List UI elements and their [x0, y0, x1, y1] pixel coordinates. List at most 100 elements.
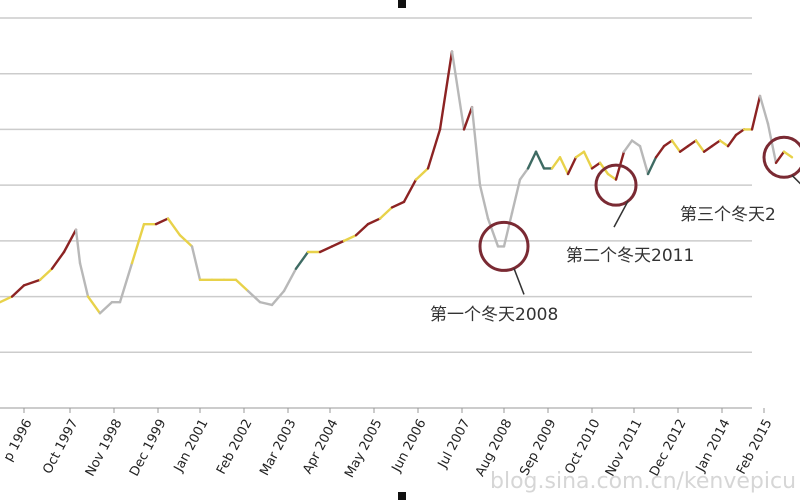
series-segment: [766, 122, 778, 165]
series-segment: [550, 156, 562, 170]
series-segment: [294, 250, 310, 270]
winter-2015-circle: [762, 135, 800, 179]
watermark-text: blog.sina.com.cn/kenvepicu: [490, 469, 796, 494]
series-segment: [534, 150, 546, 170]
series-segment: [234, 278, 250, 293]
series-segment: [130, 222, 146, 265]
series-segment: [686, 139, 698, 148]
winter-circles: [478, 135, 800, 295]
annotation-2011: 第二个冬天2011: [566, 246, 694, 266]
series-segment: [0, 295, 14, 304]
series-segment: [502, 211, 514, 248]
series-segment: [378, 206, 394, 220]
series-segment: [10, 284, 26, 298]
series-segment: [330, 239, 346, 248]
series-segment: [678, 144, 690, 153]
series-segment: [178, 234, 194, 248]
series-segment: [154, 217, 170, 226]
winter-2011-circle: [594, 163, 638, 207]
series-segment: [710, 139, 722, 148]
series-segment: [98, 300, 114, 315]
series-segment: [758, 94, 770, 126]
pointer-2008: [513, 268, 525, 295]
series-segment: [718, 139, 730, 148]
series-segment: [258, 300, 274, 307]
series-segment: [486, 217, 500, 248]
series-segment: [662, 139, 674, 148]
series-segment: [86, 295, 102, 315]
pointer-2015: [791, 174, 800, 185]
series-segment: [582, 150, 594, 170]
winter-2008-circle: [478, 220, 530, 272]
series-segment: [782, 150, 794, 159]
series-segment: [318, 245, 334, 254]
x-tick-label: Mar 2003: [257, 417, 299, 479]
series-segment: [526, 150, 538, 170]
series-segment: [354, 222, 370, 237]
series-segment: [190, 245, 202, 282]
series-segment: [622, 139, 634, 153]
series-segment: [38, 267, 54, 282]
series-segment: [78, 261, 90, 298]
series-segment: [574, 150, 586, 159]
series-segment: [462, 105, 474, 131]
x-tick-label: Feb 2002: [214, 417, 256, 477]
series-segment: [606, 172, 618, 181]
series-segment: [470, 105, 482, 187]
series-segment: [630, 139, 642, 148]
x-tick-label: Jan 2014: [693, 417, 734, 475]
pointer-2011: [613, 200, 629, 228]
series-segment: [166, 217, 182, 237]
bottom-tick-mark: [398, 492, 406, 500]
x-tick-label: Nov 1998: [83, 417, 126, 479]
series-segment: [246, 289, 262, 304]
x-tick-label: Jul 2007: [435, 417, 474, 472]
series-segment: [510, 178, 522, 215]
series-segment: [450, 50, 466, 131]
series-segment: [50, 250, 66, 270]
x-tick-label: p 1996: [1, 417, 36, 464]
series-segment: [366, 217, 382, 226]
annotation-2015: 第三个冬天2: [680, 205, 776, 225]
series-segment: [74, 228, 82, 265]
series-segment: [670, 139, 682, 153]
series-segment: [654, 144, 666, 159]
x-tick-label: Oct 1997: [40, 417, 81, 477]
series-segment: [646, 156, 658, 176]
series-segment: [62, 228, 78, 254]
series-segment: [478, 183, 490, 220]
x-tick-label: Jan 2001: [171, 417, 212, 475]
series-segment: [402, 178, 418, 204]
series-segment: [342, 234, 358, 243]
top-tick-mark: [398, 0, 406, 8]
annotations: 第一个冬天2008 第二个冬天2011 第三个冬天2: [430, 205, 776, 325]
series-segment: [558, 156, 570, 176]
series-segment: [282, 267, 298, 293]
series-segment: [734, 128, 746, 137]
series-segment: [22, 278, 42, 287]
series-segment: [118, 261, 134, 304]
series-segment: [702, 144, 714, 153]
x-tick-label: Jun 2006: [389, 417, 430, 476]
x-tick-label: Dec 1999: [127, 417, 170, 479]
series-segment: [638, 144, 650, 176]
series-segment: [774, 150, 786, 165]
series-segment: [726, 133, 738, 148]
series-segment: [694, 139, 706, 153]
series-segment: [518, 167, 530, 181]
annotation-2008: 第一个冬天2008: [430, 305, 558, 325]
price-series: [0, 50, 794, 315]
series-segment: [590, 161, 602, 170]
series-segment: [750, 94, 762, 131]
series-segment: [566, 156, 578, 176]
series-segment: [270, 289, 286, 307]
series-segment: [414, 167, 430, 181]
x-tick-label: Oct 2010: [562, 417, 603, 477]
x-tick-label: Apr 2004: [300, 417, 341, 477]
x-tick-label: May 2005: [342, 417, 385, 481]
series-segment: [390, 200, 406, 209]
series-segment: [426, 128, 442, 170]
series-segment: [438, 50, 454, 131]
gridlines: [0, 0, 752, 500]
